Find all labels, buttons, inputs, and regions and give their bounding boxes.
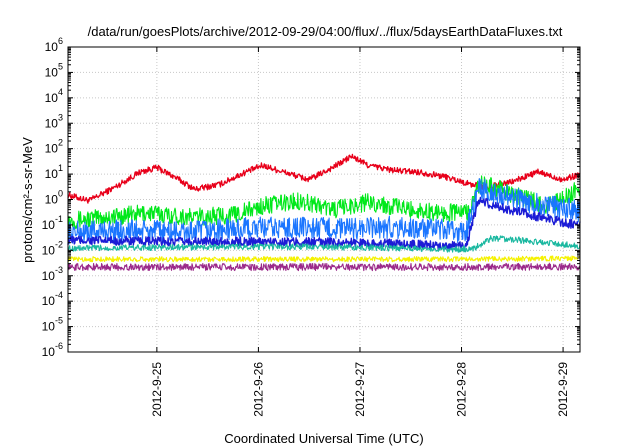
- chart-title: /data/run/goesPlots/archive/2012-09-29/0…: [88, 24, 563, 39]
- y-tick-label: 10-2: [42, 239, 63, 257]
- x-tick-label: 2012-9-27: [353, 362, 367, 417]
- y-tick-label: 10-3: [42, 265, 63, 283]
- series-line: [67, 255, 581, 263]
- x-tick-label: 2012-9-29: [556, 362, 570, 417]
- y-tick-label: 101: [45, 163, 63, 181]
- series-line: [67, 153, 581, 204]
- series-line: [67, 196, 581, 251]
- y-tick-label: 10-6: [42, 341, 63, 359]
- y-tick-label: 10-4: [42, 290, 63, 308]
- series-line: [67, 235, 581, 253]
- y-tick-label: 10-1: [42, 214, 63, 232]
- data-series: [67, 153, 581, 272]
- y-tick-label: 10-5: [42, 316, 63, 334]
- series-line: [67, 178, 581, 245]
- y-tick-label: 104: [45, 87, 63, 105]
- series-line: [67, 262, 581, 272]
- x-axis-title: Coordinated Universal Time (UTC): [224, 431, 423, 446]
- y-axis: 10-6 10-5 10-4 10-3 10-2 10-1 100 101 102 103 104 1…: [42, 36, 580, 359]
- y-tick-label: 106: [45, 36, 63, 54]
- x-axis: 2012-9-25 2012-9-26 2012-9-27 2012-9-28 2012…: [150, 47, 570, 417]
- y-tick-label: 103: [45, 112, 63, 130]
- x-tick-label: 2012-9-26: [251, 362, 265, 417]
- y-tick-label: 102: [45, 138, 63, 156]
- x-tick-label: 2012-9-28: [455, 362, 469, 417]
- y-tick-label: 105: [45, 61, 63, 79]
- y-tick-label: 100: [45, 189, 63, 207]
- x-tick-label: 2012-9-25: [150, 362, 164, 417]
- grid: [68, 47, 580, 352]
- y-axis-title: protons/cm²-s-sr-MeV: [20, 137, 35, 263]
